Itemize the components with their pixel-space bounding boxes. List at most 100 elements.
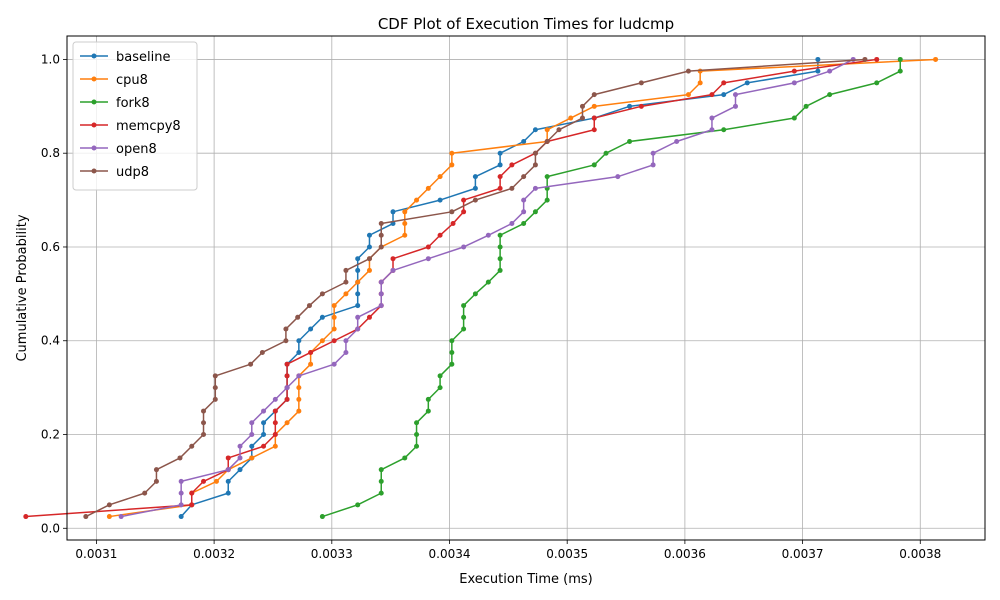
data-point-cpu8 <box>355 279 361 285</box>
x-tick-label: 0.0037 <box>782 547 824 561</box>
data-point-memcpy8 <box>450 221 456 227</box>
data-point-udp8 <box>579 115 585 121</box>
series-baseline <box>178 56 821 520</box>
data-point-baseline <box>261 420 267 426</box>
data-point-udp8 <box>366 256 372 262</box>
data-point-udp8 <box>521 174 527 180</box>
data-point-open8 <box>390 267 396 273</box>
data-point-fork8 <box>402 455 408 461</box>
x-tick-label: 0.0033 <box>311 547 353 561</box>
data-point-baseline <box>472 174 478 180</box>
data-point-memcpy8 <box>591 115 597 121</box>
data-point-udp8 <box>153 467 159 473</box>
data-point-baseline <box>366 232 372 238</box>
data-point-memcpy8 <box>721 80 727 86</box>
data-point-cpu8 <box>272 443 278 449</box>
y-tick-label: 1.0 <box>41 52 60 66</box>
data-point-open8 <box>461 244 467 250</box>
data-point-cpu8 <box>414 197 420 203</box>
data-point-open8 <box>709 127 715 133</box>
y-tick-label: 0.4 <box>41 334 60 348</box>
series-layer <box>23 56 939 520</box>
data-point-open8 <box>732 103 738 109</box>
data-point-cpu8 <box>437 174 443 180</box>
data-point-udp8 <box>153 478 159 484</box>
legend-entry-memcpy8: memcpy8 <box>80 119 181 134</box>
data-point-open8 <box>355 314 361 320</box>
series-line-open8 <box>120 58 854 518</box>
legend-marker <box>91 122 97 128</box>
data-point-baseline <box>355 303 361 309</box>
data-point-memcpy8 <box>201 478 207 484</box>
legend-label: cpu8 <box>116 73 148 88</box>
data-point-udp8 <box>343 267 349 273</box>
data-point-cpu8 <box>296 396 302 402</box>
data-point-cpu8 <box>933 56 939 62</box>
data-point-open8 <box>118 514 124 520</box>
data-point-baseline <box>390 209 396 215</box>
data-point-udp8 <box>142 490 148 496</box>
data-point-cpu8 <box>366 267 372 273</box>
data-point-fork8 <box>437 373 443 379</box>
data-point-cpu8 <box>449 162 455 168</box>
data-point-fork8 <box>437 385 443 391</box>
data-point-fork8 <box>485 279 491 285</box>
data-point-memcpy8 <box>591 127 597 133</box>
grid-lines <box>67 36 985 540</box>
data-point-fork8 <box>497 244 503 250</box>
data-point-cpu8 <box>685 92 691 98</box>
data-point-fork8 <box>497 256 503 262</box>
legend-label: open8 <box>116 142 157 157</box>
legend-marker <box>91 76 97 82</box>
data-point-cpu8 <box>296 408 302 414</box>
data-point-baseline <box>355 256 361 262</box>
data-point-memcpy8 <box>366 314 372 320</box>
data-point-udp8 <box>378 232 384 238</box>
data-point-baseline <box>472 185 478 191</box>
data-point-baseline <box>178 514 184 520</box>
data-point-open8 <box>261 408 267 414</box>
x-tick-label: 0.0038 <box>899 547 941 561</box>
data-point-udp8 <box>532 150 538 156</box>
data-point-udp8 <box>556 127 562 133</box>
data-point-udp8 <box>106 502 112 508</box>
series-line-baseline <box>180 59 819 518</box>
data-point-fork8 <box>378 490 384 496</box>
data-point-fork8 <box>521 221 527 227</box>
data-point-baseline <box>721 92 727 98</box>
data-point-memcpy8 <box>461 209 467 215</box>
data-point-baseline <box>815 56 821 62</box>
data-point-cpu8 <box>213 478 219 484</box>
data-point-memcpy8 <box>390 256 396 262</box>
data-point-memcpy8 <box>225 455 231 461</box>
data-point-memcpy8 <box>331 338 337 344</box>
data-point-baseline <box>355 291 361 297</box>
data-point-fork8 <box>544 197 550 203</box>
data-point-fork8 <box>791 115 797 121</box>
data-point-udp8 <box>283 326 289 332</box>
data-point-fork8 <box>425 408 431 414</box>
data-point-udp8 <box>343 279 349 285</box>
series-line-cpu8 <box>109 58 936 518</box>
data-point-open8 <box>732 92 738 98</box>
data-point-baseline <box>249 443 255 449</box>
x-tick-label: 0.0032 <box>193 547 235 561</box>
data-point-baseline <box>815 68 821 74</box>
data-point-fork8 <box>497 267 503 273</box>
data-point-open8 <box>674 138 680 144</box>
data-point-cpu8 <box>544 127 550 133</box>
data-point-open8 <box>378 291 384 297</box>
data-point-memcpy8 <box>284 396 290 402</box>
data-point-udp8 <box>295 314 301 320</box>
data-point-udp8 <box>378 244 384 250</box>
legend-marker <box>91 168 97 174</box>
x-tick-label: 0.0031 <box>75 547 117 561</box>
data-point-fork8 <box>461 314 467 320</box>
data-point-memcpy8 <box>709 92 715 98</box>
data-point-fork8 <box>319 514 325 520</box>
data-point-udp8 <box>177 455 183 461</box>
data-point-cpu8 <box>331 303 337 309</box>
legend-entries: baseline cpu8 fork8 memcpy8 open8 udp8 <box>80 50 181 180</box>
data-point-udp8 <box>509 185 515 191</box>
legend-marker <box>91 145 97 151</box>
